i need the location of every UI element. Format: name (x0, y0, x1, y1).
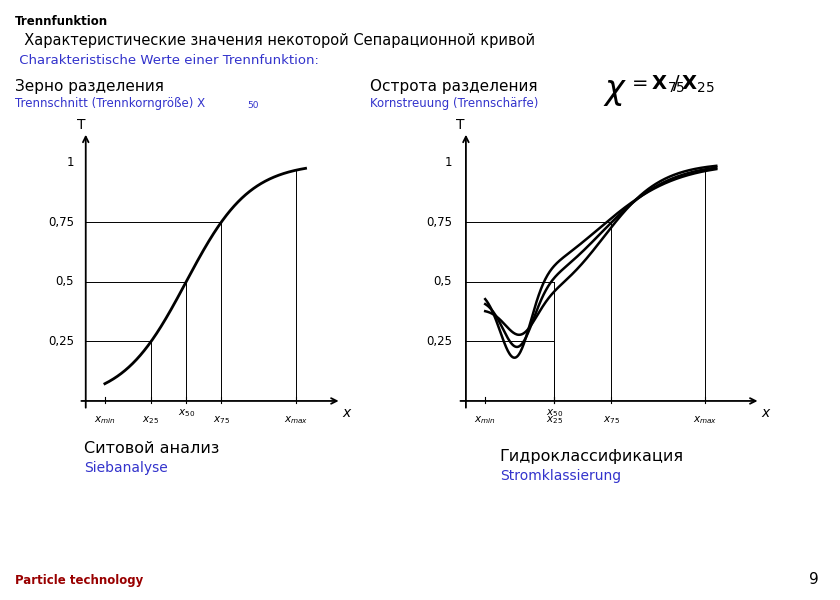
Text: $x_{min}$: $x_{min}$ (94, 414, 116, 426)
Text: $x_{max}$: $x_{max}$ (284, 414, 308, 426)
Text: 0,75: 0,75 (426, 216, 452, 229)
Text: 1: 1 (66, 157, 74, 169)
Text: Гидроклассификация: Гидроклассификация (500, 449, 684, 464)
Text: $x_{75}$: $x_{75}$ (213, 414, 230, 426)
Text: 1: 1 (444, 157, 452, 169)
Text: $x_{75}$: $x_{75}$ (603, 414, 620, 426)
Text: $x_{25}$: $x_{25}$ (546, 414, 563, 426)
Text: 0,5: 0,5 (433, 275, 452, 289)
Text: Зерно разделения: Зерно разделения (15, 79, 164, 94)
Text: $x_{50}$: $x_{50}$ (178, 407, 195, 419)
Text: Particle technology: Particle technology (15, 574, 144, 587)
Text: Ситовой анализ: Ситовой анализ (84, 441, 219, 456)
Text: Kornstreuung (Trennschärfe): Kornstreuung (Trennschärfe) (370, 97, 538, 110)
Text: $x_{25}$: $x_{25}$ (143, 414, 160, 426)
Text: Charakteristische Werte einer Trennfunktion:: Charakteristische Werte einer Trennfunkt… (15, 54, 319, 67)
Text: 9: 9 (809, 572, 819, 587)
Text: Trennschnitt (Trennkorngröße) X: Trennschnitt (Trennkorngröße) X (15, 97, 205, 110)
Text: $x_{min}$: $x_{min}$ (475, 414, 496, 426)
Text: Характеристические значения некоторой Сепарационной кривой: Характеристические значения некоторой Се… (15, 33, 535, 48)
Text: Stromklassierung: Stromklassierung (500, 469, 621, 483)
Text: $\chi$: $\chi$ (603, 75, 627, 108)
Text: $x_{max}$: $x_{max}$ (693, 414, 717, 426)
Text: x: x (342, 406, 350, 420)
Text: $x_{50}$: $x_{50}$ (545, 407, 563, 419)
Text: x: x (762, 406, 770, 420)
Text: Острота разделения: Острота разделения (370, 79, 537, 94)
Text: 0,5: 0,5 (55, 275, 74, 289)
Text: 50: 50 (247, 101, 259, 110)
Text: T: T (76, 118, 85, 132)
Text: 0,25: 0,25 (426, 335, 452, 348)
Text: T: T (456, 118, 465, 132)
Text: Trennfunktion: Trennfunktion (15, 15, 108, 28)
Text: 0,25: 0,25 (48, 335, 74, 348)
Text: 0,75: 0,75 (48, 216, 74, 229)
Text: Siebanalyse: Siebanalyse (84, 461, 168, 475)
Text: $=\mathbf{X}_{75}$: $=\mathbf{X}_{75}$ (628, 74, 685, 95)
Text: $/ \, \mathbf{X}_{25}$: $/ \, \mathbf{X}_{25}$ (672, 74, 715, 95)
